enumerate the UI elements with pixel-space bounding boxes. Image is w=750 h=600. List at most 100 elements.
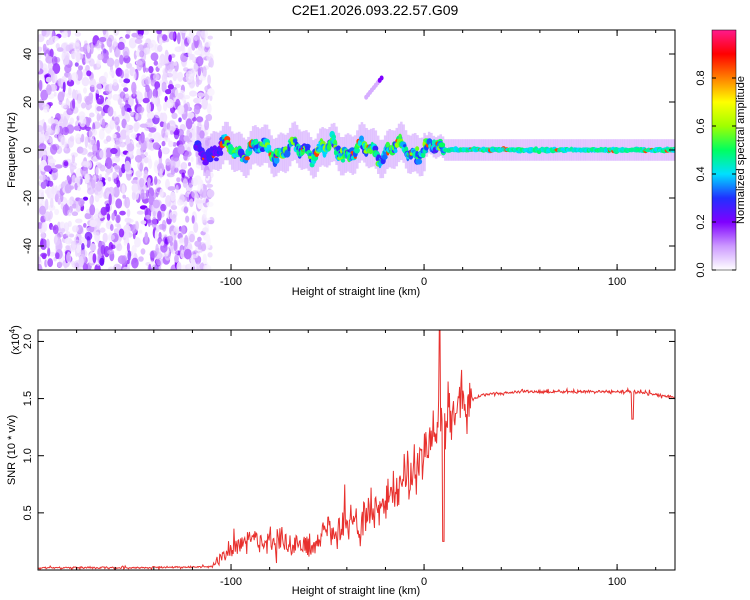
heatmap-cell	[83, 87, 87, 94]
heatmap-cell	[106, 213, 111, 221]
heatmap-cell	[69, 117, 75, 125]
heatmap-cell	[95, 181, 103, 192]
heatmap-cell	[78, 65, 83, 71]
heatmap-cell	[38, 79, 43, 92]
heatmap-cell	[99, 257, 105, 266]
heatmap-cell	[67, 137, 75, 148]
heatmap-cell	[143, 169, 149, 179]
heatmap-cell	[38, 34, 45, 43]
heatmap-cell	[82, 263, 88, 270]
heatmap-cell	[146, 111, 155, 120]
heatmap-cell	[131, 190, 136, 201]
heatmap-cell	[185, 118, 193, 130]
heatmap-cell	[93, 63, 97, 71]
heatmap-cell	[107, 177, 112, 182]
heatmap-cell	[183, 196, 188, 208]
heatmap-cell	[84, 212, 92, 220]
heatmap-cell	[76, 186, 81, 191]
heatmap-cell	[203, 209, 208, 219]
heatmap-cell	[113, 30, 120, 36]
heatmap-cell	[38, 143, 47, 151]
colorbar-tick-label: 0.0	[695, 262, 707, 277]
colorbar-tick-label: 0.6	[695, 118, 707, 133]
heatmap-cell	[122, 46, 130, 59]
heatmap-cell	[150, 52, 159, 61]
heatmap-cell	[199, 189, 204, 200]
heatmap-cell	[162, 137, 171, 143]
heatmap-cell	[89, 219, 97, 228]
heatmap-cell	[121, 118, 127, 129]
heatmap-cell	[218, 150, 224, 156]
heatmap-cell	[113, 155, 121, 163]
heatmap-cell	[131, 32, 138, 38]
heatmap-cell	[86, 187, 95, 195]
heatmap-cell	[109, 119, 115, 130]
heatmap-cell	[145, 84, 150, 93]
heatmap-cell	[193, 62, 199, 71]
heatmap-cell	[64, 203, 68, 215]
heatmap-cell	[183, 206, 189, 214]
heatmap-cell	[81, 243, 85, 251]
heatmap-cell	[112, 171, 118, 179]
heatmap-cell	[207, 74, 212, 86]
heatmap-cell	[70, 260, 75, 265]
heatmap-cell	[204, 119, 210, 131]
heatmap-cell	[148, 66, 154, 74]
heatmap-cell	[159, 112, 168, 122]
heatmap-cell	[47, 247, 51, 257]
heatmap-cell	[181, 39, 185, 51]
heatmap-cell	[112, 186, 120, 198]
heatmap-cell	[136, 148, 141, 157]
heatmap-cell	[107, 249, 115, 255]
heatmap-cell	[45, 76, 52, 83]
heatmap-cell	[292, 138, 298, 143]
heatmap-cell	[107, 266, 115, 270]
heatmap-cell	[49, 30, 55, 39]
heatmap-cell	[109, 44, 113, 53]
heatmap-cell	[45, 175, 54, 181]
heatmap-cell	[169, 159, 176, 171]
heatmap-cell	[119, 210, 126, 216]
heatmap-cell	[67, 72, 72, 82]
heatmap-cell	[66, 199, 74, 206]
heatmap-cell	[201, 243, 207, 252]
heatmap-cell	[114, 50, 121, 58]
heatmap-cell	[120, 129, 128, 140]
heatmap-cell	[42, 43, 47, 52]
heatmap-cell	[87, 117, 92, 124]
heatmap-cell	[106, 220, 112, 226]
heatmap-cell	[140, 188, 145, 201]
heatmap-cell	[134, 155, 143, 163]
heatmap-cell	[55, 124, 60, 135]
heatmap-cell	[168, 70, 176, 79]
heatmap-cell	[189, 53, 194, 60]
colorbar: 0.0 0.2 0.4 0.6 0.8 Normalized spectral ampl…	[695, 29, 747, 278]
heatmap-cell	[102, 232, 108, 243]
heatmap-cell	[39, 205, 47, 215]
heatmap-cell	[155, 258, 164, 266]
heatmap-cell	[157, 103, 162, 113]
heatmap-cell	[46, 39, 54, 45]
heatmap-cell	[165, 129, 171, 136]
heatmap-cell	[71, 211, 79, 216]
snr-panel: -100 0 100 2.0 1.5 1.0 0.5 Height of straight …	[6, 325, 676, 597]
heatmap-cell	[145, 214, 151, 220]
heatmap-cell	[144, 231, 149, 244]
heatmap-cell	[154, 229, 158, 242]
heatmap-cell	[166, 235, 173, 243]
heatmap-cell	[173, 61, 178, 66]
heatmap-cell	[207, 88, 215, 97]
heatmap-cell	[206, 189, 215, 198]
heatmap-cell	[125, 99, 129, 108]
heatmap-cell	[174, 166, 179, 173]
x-tick-label: -100	[220, 576, 242, 588]
heatmap-cell	[131, 179, 139, 185]
heatmap-cell	[67, 209, 72, 217]
heatmap-cell	[76, 100, 81, 109]
heatmap-cell	[165, 98, 174, 109]
heatmap-cell	[152, 210, 156, 217]
heatmap-cell	[79, 236, 86, 243]
heatmap-cell	[194, 50, 202, 56]
heatmap-cell	[92, 253, 97, 264]
heatmap-cell	[108, 83, 113, 92]
